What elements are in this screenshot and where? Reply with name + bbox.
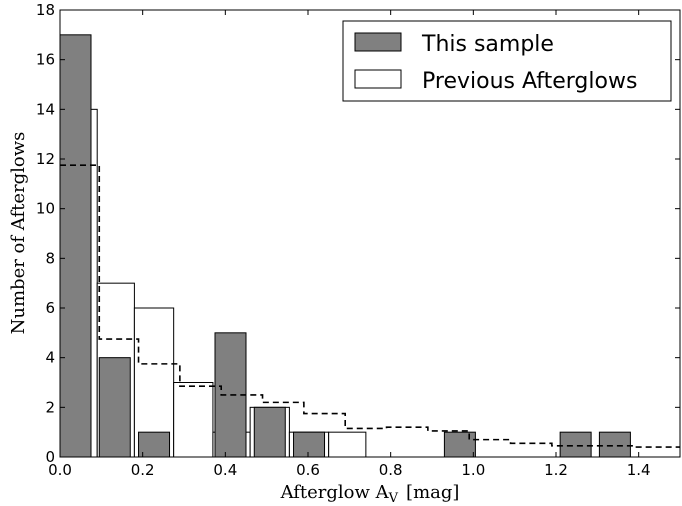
x-axis-title-subscript: V [388,491,399,506]
x-tick-label-6: 1.2 [544,461,568,479]
y-tick-label-2: 4 [45,349,55,367]
legend-swatch-this-sample [354,32,402,52]
bar-this-sample-5 [293,431,326,458]
x-tick-label-4: 0.8 [379,461,403,479]
bar-previous-afterglows-3 [173,382,214,458]
y-tick-label-9: 18 [36,1,55,19]
x-tick-label-2: 0.4 [213,461,237,479]
bar-this-sample-7 [559,431,592,458]
legend-label-previous-afterglows: Previous Afterglows [422,69,637,94]
y-tick-label-5: 10 [36,200,55,218]
plot-frame [59,9,681,458]
bar-this-sample-6 [443,431,476,458]
y-tick-label-4: 8 [45,249,55,267]
y-tick-label-7: 14 [36,100,55,118]
legend-label-this-sample: This sample [421,32,554,57]
legend: This sample Previous Afterglows [342,20,672,102]
x-tick-label-3: 0.6 [296,461,320,479]
bar-this-sample-0 [59,34,92,458]
y-tick-label-8: 16 [36,51,55,69]
bar-this-sample-4 [253,406,286,458]
bar-this-sample-8 [598,431,631,458]
x-axis-title: Afterglow AV [mag] [280,482,460,506]
dashed-step-line [60,164,680,448]
y-tick-label-3: 6 [45,299,55,317]
y-axis-title: Number of Afterglows [8,132,29,335]
x-tick-label-5: 1.0 [461,461,485,479]
x-tick-label-7: 1.4 [627,461,651,479]
bar-previous-afterglows-7 [328,431,367,458]
y-tick-label-6: 12 [36,150,55,168]
y-tick-label-1: 2 [45,398,55,416]
x-axis-title-unit: [mag] [406,482,459,503]
axis-ticks: 0.0 0.2 0.4 0.6 0.8 1.0 1.2 1.4 0 2 4 6 8 10 12 14 16 18 [36,1,680,479]
x-tick-label-0: 0.0 [48,461,72,479]
y-tick-label-0: 0 [45,448,55,466]
x-tick-label-1: 0.2 [131,461,155,479]
bar-this-sample-2 [138,431,171,458]
bar-this-sample-1 [98,357,131,458]
legend-swatch-previous-afterglows [354,69,402,89]
